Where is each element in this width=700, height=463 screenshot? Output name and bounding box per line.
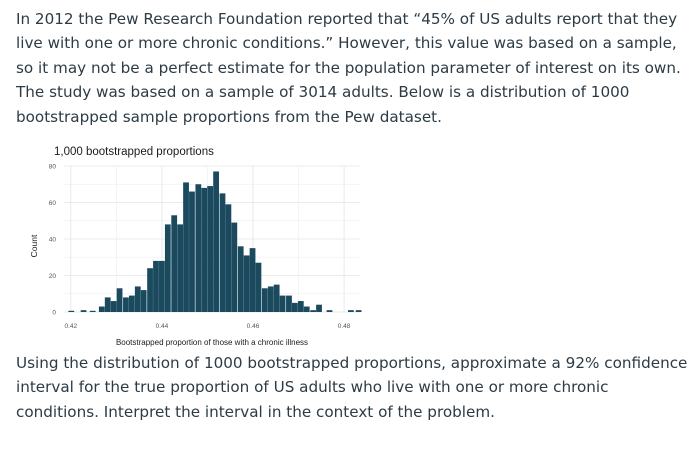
histogram-bar bbox=[183, 182, 189, 312]
y-tick-label: 80 bbox=[49, 164, 57, 171]
x-tick-label: 0.44 bbox=[156, 323, 169, 330]
histogram-bar bbox=[291, 302, 298, 312]
histogram-bar bbox=[355, 310, 362, 312]
histogram-bar bbox=[303, 306, 310, 312]
histogram-bar bbox=[134, 286, 141, 312]
histogram-bar bbox=[89, 310, 96, 312]
chart-title: 1,000 bootstrapped proportions bbox=[54, 146, 214, 158]
x-tick-label: 0.48 bbox=[338, 323, 351, 330]
y-ticks: 0 20 40 60 80 bbox=[49, 164, 57, 317]
histogram-bar bbox=[273, 284, 280, 312]
histogram-bar bbox=[153, 260, 159, 312]
histogram-bar bbox=[348, 310, 354, 312]
histogram-bar bbox=[147, 268, 153, 312]
histogram-bar bbox=[237, 246, 244, 312]
y-tick-label: 20 bbox=[49, 273, 57, 280]
histogram-bar bbox=[219, 193, 226, 312]
histogram-bar bbox=[171, 215, 178, 312]
histogram-bar bbox=[140, 290, 147, 312]
histogram-bar bbox=[243, 255, 250, 312]
histogram-bar bbox=[286, 295, 292, 312]
histogram-bar bbox=[68, 310, 75, 312]
histogram-bar bbox=[310, 310, 316, 312]
x-tick-label: 0.42 bbox=[65, 323, 78, 330]
x-tick-label: 0.46 bbox=[247, 323, 260, 330]
histogram-bar bbox=[189, 191, 195, 312]
histogram-bar bbox=[225, 204, 232, 312]
x-ticks: 0.42 0.44 0.46 0.48 bbox=[65, 323, 351, 330]
histogram-bar bbox=[80, 310, 87, 312]
histogram-bar bbox=[128, 295, 135, 312]
histogram-bar bbox=[201, 187, 208, 312]
histogram-bar bbox=[207, 186, 214, 312]
histogram-bar bbox=[177, 224, 184, 312]
histogram-bar bbox=[164, 224, 171, 312]
histogram-bar bbox=[255, 262, 262, 312]
histogram-bar bbox=[231, 222, 238, 312]
intro-paragraph: In 2012 the Pew Research Foundation repo… bbox=[16, 10, 681, 126]
bars bbox=[68, 171, 362, 312]
bootstrap-histogram: 1,000 bootstrapped proportions 0 20 40 60 80… bbox=[29, 146, 362, 347]
histogram-bar bbox=[249, 248, 256, 312]
histogram-bar bbox=[159, 260, 165, 312]
histogram-bar bbox=[104, 297, 111, 312]
histogram-bar bbox=[297, 301, 304, 312]
histogram-bar bbox=[195, 184, 202, 312]
histogram-bar bbox=[98, 306, 105, 312]
histogram-bar bbox=[267, 286, 274, 312]
question-paragraph: Using the distribution of 1000 bootstrap… bbox=[16, 354, 688, 421]
histogram-bar bbox=[261, 288, 268, 312]
y-tick-label: 0 bbox=[52, 310, 56, 317]
histogram-bar bbox=[316, 304, 322, 312]
histogram-bar bbox=[116, 288, 123, 312]
y-axis-label: Count bbox=[29, 234, 39, 257]
histogram-bar bbox=[123, 297, 129, 312]
x-axis-label: Bootstrapped proportion of those with a … bbox=[116, 338, 308, 347]
histogram-bar bbox=[326, 310, 333, 312]
y-tick-label: 60 bbox=[49, 200, 57, 207]
y-tick-label: 40 bbox=[49, 237, 57, 244]
histogram-bar bbox=[110, 301, 117, 312]
histogram-bar bbox=[213, 171, 219, 312]
histogram-bar bbox=[279, 295, 286, 312]
